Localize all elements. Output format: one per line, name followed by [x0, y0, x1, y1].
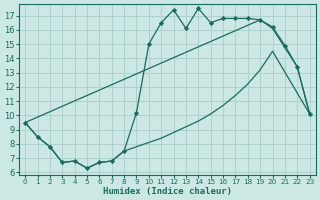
X-axis label: Humidex (Indice chaleur): Humidex (Indice chaleur) [103, 187, 232, 196]
